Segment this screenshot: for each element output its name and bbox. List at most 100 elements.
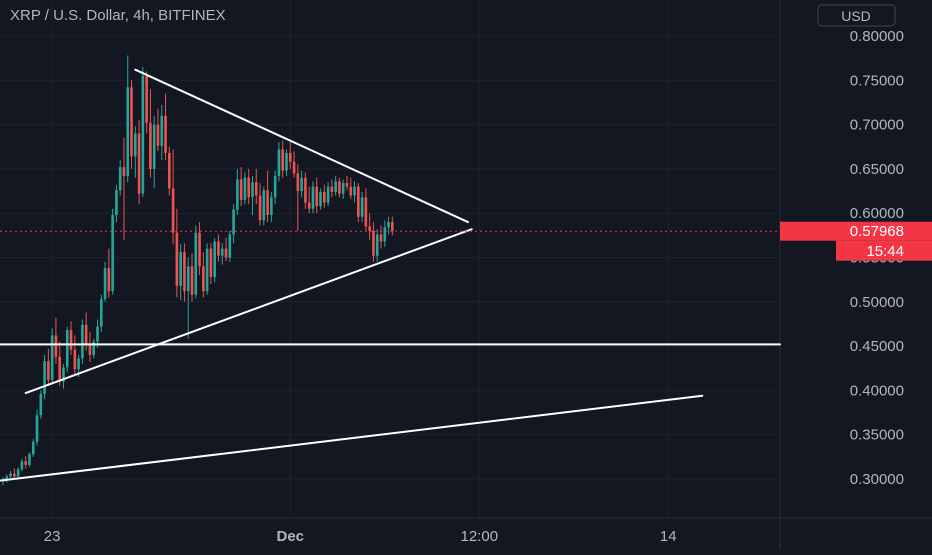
candle-body xyxy=(368,226,371,231)
candle-body xyxy=(251,182,254,198)
y-tick-label: 0.75000 xyxy=(850,72,904,89)
long-term-trendline-line[interactable] xyxy=(0,394,704,482)
candle xyxy=(24,455,27,469)
candle xyxy=(183,243,186,302)
candle xyxy=(141,67,145,198)
y-tick-label: 0.70000 xyxy=(850,117,904,134)
candle-body xyxy=(341,183,345,194)
x-tick-label: Dec xyxy=(277,528,305,545)
candle xyxy=(217,234,220,262)
candle xyxy=(145,71,148,134)
candle xyxy=(353,181,356,203)
candle xyxy=(198,222,201,276)
candle-body xyxy=(288,152,292,162)
candle-body xyxy=(323,191,326,203)
candle xyxy=(319,188,322,210)
candle-body xyxy=(171,188,175,233)
candle-body xyxy=(84,324,88,345)
candle xyxy=(288,142,292,169)
candle-body xyxy=(304,177,307,203)
candle xyxy=(28,452,31,467)
candle-body xyxy=(35,415,39,442)
candle-body xyxy=(258,195,262,221)
candle xyxy=(285,149,288,176)
candle xyxy=(122,137,126,240)
candle xyxy=(228,230,232,262)
candle-body xyxy=(228,234,232,258)
candle xyxy=(13,468,16,479)
candle-body xyxy=(307,202,311,209)
candle-body xyxy=(292,161,296,174)
candle xyxy=(50,328,54,384)
candle-body xyxy=(149,122,152,169)
candle-body xyxy=(58,356,61,382)
candle-body xyxy=(232,209,235,235)
candle-body xyxy=(379,234,383,242)
candle-body xyxy=(190,266,194,295)
candle xyxy=(341,179,345,200)
candle xyxy=(277,142,281,182)
candle-body xyxy=(175,232,179,286)
candle-body xyxy=(345,183,349,187)
candle xyxy=(213,238,216,283)
candle xyxy=(103,261,107,302)
y-tick-label: 0.65000 xyxy=(850,161,904,178)
countdown-label: 15:44 xyxy=(836,240,932,261)
candle xyxy=(175,208,179,298)
candle-body xyxy=(209,248,213,277)
candle-body xyxy=(205,248,209,292)
ascending-support-line[interactable] xyxy=(24,228,473,395)
candle xyxy=(81,319,84,364)
candle-body xyxy=(164,115,167,153)
candle xyxy=(202,252,205,298)
candle xyxy=(20,458,24,472)
candle-body xyxy=(134,133,137,157)
last-price-value: 0.57968 xyxy=(850,223,904,240)
candle-body xyxy=(270,197,273,215)
candle-body xyxy=(107,268,111,292)
candle-body xyxy=(145,75,148,123)
candle xyxy=(349,177,353,200)
candle xyxy=(73,335,77,375)
candle xyxy=(54,317,58,364)
candle-body xyxy=(330,186,334,192)
candle-body xyxy=(118,167,122,191)
descending-resistance-line[interactable] xyxy=(134,68,469,224)
candle xyxy=(383,220,387,247)
time-axis[interactable]: 23 Dec 12:00 14 xyxy=(44,528,677,545)
candle xyxy=(47,348,50,386)
candle-body xyxy=(319,191,322,207)
candle xyxy=(152,115,156,189)
candle-body xyxy=(338,181,341,194)
candle-body xyxy=(9,473,12,477)
candle xyxy=(300,170,303,198)
candle-body xyxy=(65,330,69,368)
y-tick-label: 0.45000 xyxy=(850,338,904,355)
candle xyxy=(130,80,133,169)
candle xyxy=(69,321,73,355)
candle xyxy=(62,363,65,389)
candle-body xyxy=(326,186,330,203)
candle-body xyxy=(43,361,46,394)
candle xyxy=(243,172,247,205)
candle xyxy=(65,326,69,373)
candle-body xyxy=(387,222,390,228)
candle-body xyxy=(353,186,356,196)
y-tick-label: 0.30000 xyxy=(850,471,904,488)
candle-body xyxy=(111,214,114,292)
candle xyxy=(345,175,349,191)
countdown-value: 15:44 xyxy=(866,243,904,260)
candle-body xyxy=(311,186,315,209)
candle xyxy=(137,120,141,205)
x-tick-label: 12:00 xyxy=(461,528,499,545)
candle xyxy=(88,331,92,363)
candle-body xyxy=(266,190,269,215)
candle-body xyxy=(372,230,375,256)
drawings[interactable] xyxy=(0,68,781,482)
candle xyxy=(330,179,334,198)
currency-button[interactable]: USD xyxy=(817,4,896,27)
candle-body xyxy=(296,173,300,192)
